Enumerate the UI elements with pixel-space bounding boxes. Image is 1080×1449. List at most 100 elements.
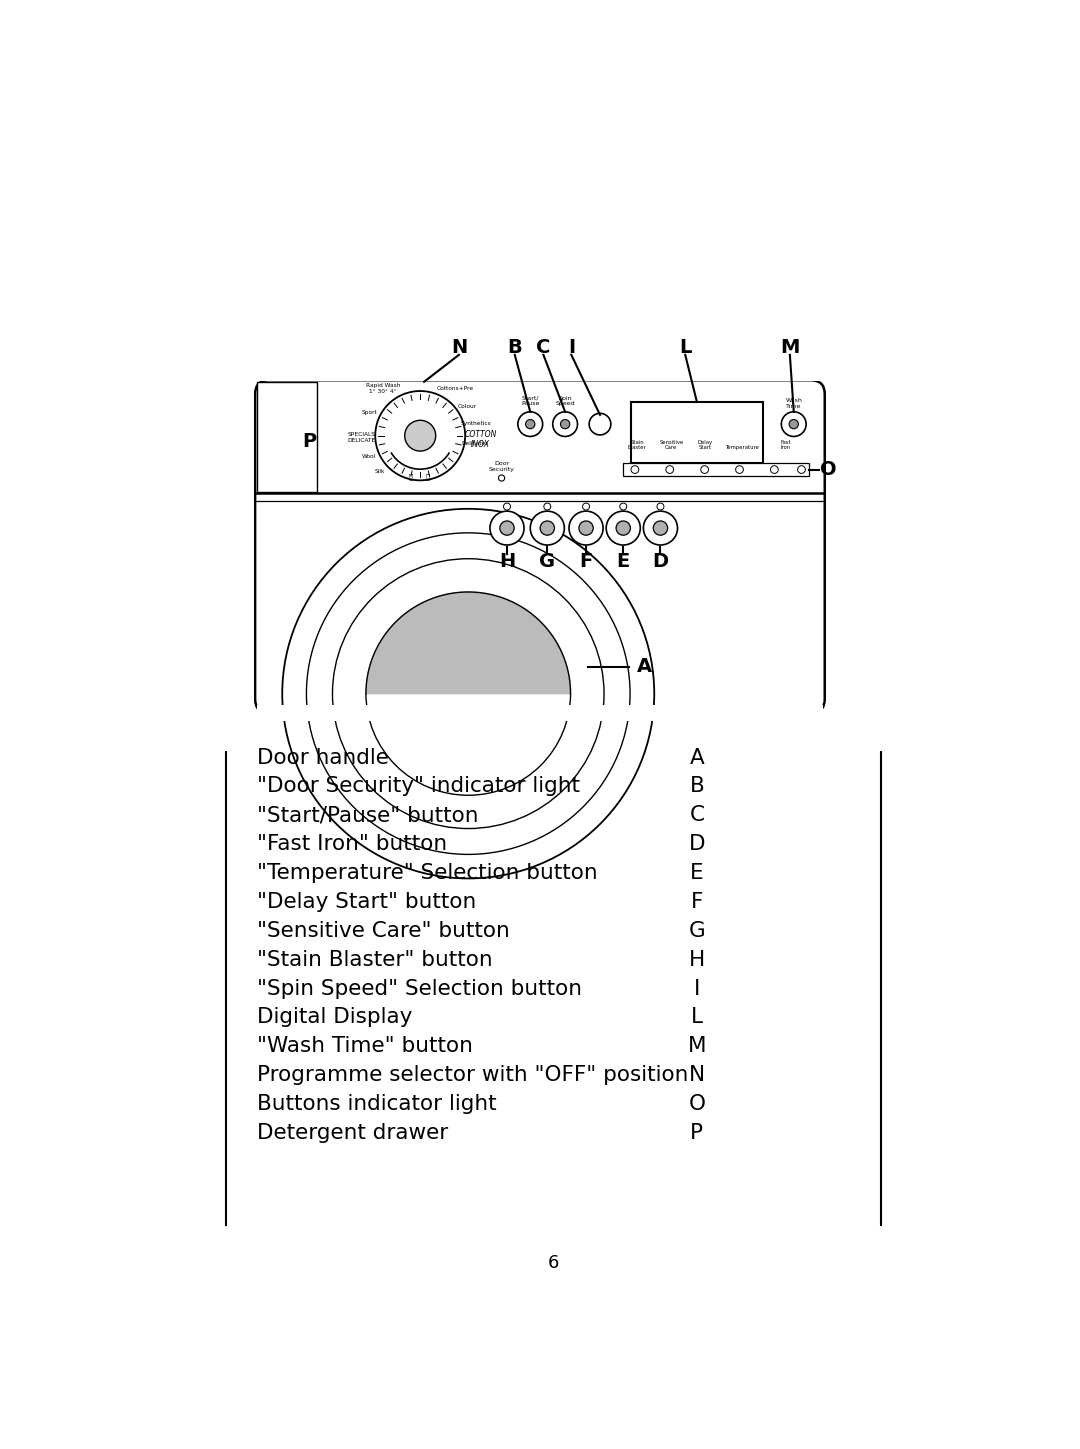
Circle shape xyxy=(606,511,640,545)
Text: "Spin Speed" Selection button: "Spin Speed" Selection button xyxy=(257,978,582,998)
Text: "Wash Time" button: "Wash Time" button xyxy=(257,1036,473,1056)
Text: E: E xyxy=(690,864,704,882)
Bar xyxy=(135,174,972,381)
Text: L: L xyxy=(679,338,691,356)
Text: SPECIALS
DELICATE: SPECIALS DELICATE xyxy=(348,432,376,443)
Text: Delicates: Delicates xyxy=(462,440,489,446)
Text: Synthetics: Synthetics xyxy=(461,422,491,426)
Text: A: A xyxy=(689,748,704,768)
Circle shape xyxy=(561,420,570,429)
Bar xyxy=(631,401,762,464)
Circle shape xyxy=(579,522,593,535)
Bar xyxy=(135,380,255,752)
FancyBboxPatch shape xyxy=(255,380,825,713)
Bar xyxy=(257,381,318,491)
Text: P: P xyxy=(690,1123,703,1143)
Text: "Door Security" indicator light: "Door Security" indicator light xyxy=(257,777,580,797)
Circle shape xyxy=(503,503,511,510)
Text: ⬜: ⬜ xyxy=(408,474,413,481)
Text: Silk: Silk xyxy=(375,469,386,474)
Circle shape xyxy=(653,522,667,535)
Text: Sensitive
Care: Sensitive Care xyxy=(659,439,684,451)
Circle shape xyxy=(333,559,604,829)
Circle shape xyxy=(666,465,674,474)
Text: C: C xyxy=(689,806,704,826)
Text: F: F xyxy=(691,893,703,911)
Circle shape xyxy=(540,522,554,535)
Bar xyxy=(825,380,973,752)
Text: Spin
Speed: Spin Speed xyxy=(555,396,575,406)
Text: G: G xyxy=(539,552,555,571)
Text: Temperature: Temperature xyxy=(727,445,760,451)
Circle shape xyxy=(798,465,806,474)
Text: I: I xyxy=(693,978,700,998)
Text: "Stain Blaster" button: "Stain Blaster" button xyxy=(257,949,494,969)
Text: Digital Display: Digital Display xyxy=(257,1007,413,1027)
Text: Cottons+Pre: Cottons+Pre xyxy=(437,387,474,391)
Text: Programme selector with "OFF" position: Programme selector with "OFF" position xyxy=(257,1065,689,1085)
Circle shape xyxy=(282,509,654,878)
Text: F: F xyxy=(580,552,593,571)
Text: Colour: Colour xyxy=(458,404,477,409)
Text: "Fast Iron" button: "Fast Iron" button xyxy=(257,835,447,853)
Circle shape xyxy=(553,412,578,436)
Circle shape xyxy=(620,503,626,510)
Bar xyxy=(623,462,809,477)
Text: Buttons indicator light: Buttons indicator light xyxy=(257,1094,497,1114)
Circle shape xyxy=(582,503,590,510)
Circle shape xyxy=(590,413,611,435)
Text: E: E xyxy=(617,552,630,571)
Text: ⬜: ⬜ xyxy=(426,474,430,481)
Text: B: B xyxy=(508,338,522,356)
Circle shape xyxy=(657,503,664,510)
Polygon shape xyxy=(366,593,570,694)
Text: Delay
Start: Delay Start xyxy=(698,439,713,451)
Text: Description of controls: Description of controls xyxy=(345,274,762,309)
Text: Rapid Wash
1° 30° 4°: Rapid Wash 1° 30° 4° xyxy=(366,383,401,394)
Text: "Delay Start" button: "Delay Start" button xyxy=(257,893,476,911)
Circle shape xyxy=(375,391,465,480)
Circle shape xyxy=(307,533,630,855)
Circle shape xyxy=(735,465,743,474)
Circle shape xyxy=(789,420,798,429)
Bar xyxy=(257,706,823,720)
Circle shape xyxy=(569,511,603,545)
Circle shape xyxy=(781,412,806,436)
Text: Sport: Sport xyxy=(362,410,378,414)
Text: 6: 6 xyxy=(548,1255,559,1272)
Circle shape xyxy=(500,522,514,535)
Circle shape xyxy=(770,465,779,474)
Text: C: C xyxy=(537,338,551,356)
Circle shape xyxy=(701,465,708,474)
Circle shape xyxy=(644,511,677,545)
Circle shape xyxy=(490,511,524,545)
Text: O: O xyxy=(821,461,837,480)
Circle shape xyxy=(405,420,435,451)
Text: I: I xyxy=(568,338,575,356)
Text: B: B xyxy=(689,777,704,797)
Circle shape xyxy=(530,511,565,545)
Text: O: O xyxy=(688,1094,705,1114)
Text: M: M xyxy=(780,338,799,356)
Text: COTTON
INOX: COTTON INOX xyxy=(464,430,497,449)
Circle shape xyxy=(544,503,551,510)
Text: Wool: Wool xyxy=(362,454,376,459)
Text: Detergent drawer: Detergent drawer xyxy=(257,1123,448,1143)
Text: M: M xyxy=(688,1036,706,1056)
Circle shape xyxy=(631,465,638,474)
Text: Door
Security: Door Security xyxy=(488,461,514,472)
Text: "Sensitive Care" button: "Sensitive Care" button xyxy=(257,920,510,940)
Text: Fast
Iron: Fast Iron xyxy=(781,439,792,451)
Text: G: G xyxy=(689,920,705,940)
Circle shape xyxy=(499,475,504,481)
Text: Wash
Time: Wash Time xyxy=(785,398,802,409)
Text: H: H xyxy=(689,949,705,969)
Text: "Temperature" Selection button: "Temperature" Selection button xyxy=(257,864,598,882)
Text: Door handle: Door handle xyxy=(257,748,389,768)
Text: A: A xyxy=(637,658,652,677)
Circle shape xyxy=(517,412,542,436)
Text: "Start/Pause" button: "Start/Pause" button xyxy=(257,806,478,826)
Text: P: P xyxy=(302,432,316,451)
Text: D: D xyxy=(689,835,705,853)
Text: D: D xyxy=(652,552,669,571)
